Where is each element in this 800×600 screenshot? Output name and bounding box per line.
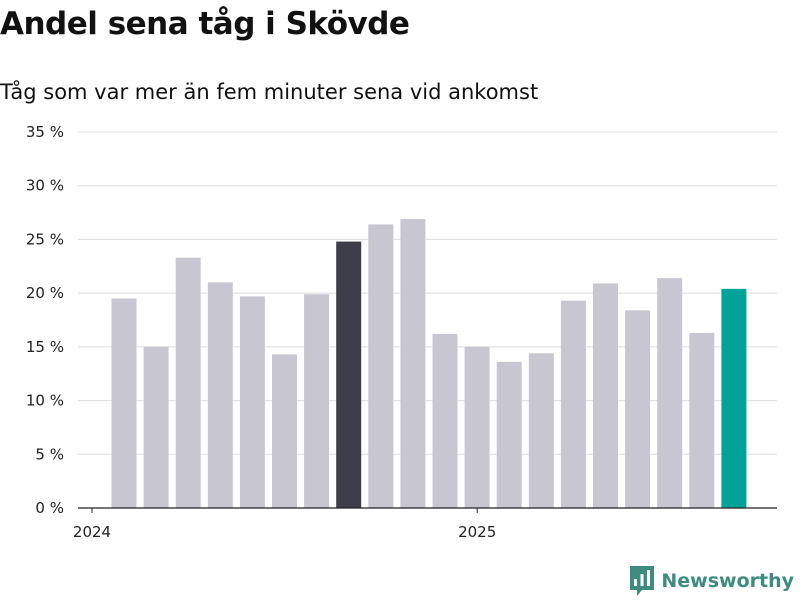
y-tick-label: 0 % xyxy=(35,499,64,517)
bar-2024-05 xyxy=(239,296,265,508)
bar-2024-03 xyxy=(175,257,201,508)
newsworthy-logo-icon xyxy=(630,566,655,596)
y-tick-label: 30 % xyxy=(26,177,64,195)
bar-2024-07 xyxy=(304,294,330,508)
bar-2025-05 xyxy=(625,310,651,508)
bar-2025-02 xyxy=(528,353,554,508)
bar-2024-09 xyxy=(368,224,394,509)
y-tick-label: 25 % xyxy=(26,230,64,248)
y-tick-label: 20 % xyxy=(26,284,64,302)
bar-2025-01 xyxy=(496,361,522,508)
bar-2024-02 xyxy=(143,346,169,508)
bar-2024-12 xyxy=(464,346,490,508)
bar-2024-10 xyxy=(400,219,426,508)
brand-name: Newsworthy xyxy=(661,570,794,592)
bars xyxy=(111,219,747,509)
bar-2024-06 xyxy=(272,354,297,508)
bar-2024-01 xyxy=(111,298,137,508)
bar-2025-08 xyxy=(721,288,747,508)
chart-subtitle: Tåg som var mer än fem minuter sena vid … xyxy=(0,80,539,104)
bar-2025-04 xyxy=(593,283,618,508)
bar-chart: 0 % 5 % 10 % 15 % 20 % 25 % 30 % 35 % 2024 2025 xyxy=(26,123,777,541)
bar-2024-11 xyxy=(432,333,458,508)
bar-2024-08 xyxy=(336,241,362,508)
x-tick-label: 2024 xyxy=(73,523,111,541)
bar-2025-07 xyxy=(689,332,715,508)
y-tick-label: 35 % xyxy=(26,123,64,141)
bar-2025-03 xyxy=(560,300,586,508)
bar-2025-06 xyxy=(657,278,683,508)
y-tick-label: 15 % xyxy=(26,338,64,356)
y-tick-label: 10 % xyxy=(26,392,64,410)
x-tick-label: 2025 xyxy=(458,523,496,541)
y-tick-label: 5 % xyxy=(35,445,64,463)
chart-title: Andel sena tåg i Skövde xyxy=(0,6,410,42)
brand-logo: Newsworthy xyxy=(630,566,794,596)
axes: 0 % 5 % 10 % 15 % 20 % 25 % 30 % 35 % 2024 2025 xyxy=(26,123,777,541)
bar-2024-04 xyxy=(207,282,233,508)
